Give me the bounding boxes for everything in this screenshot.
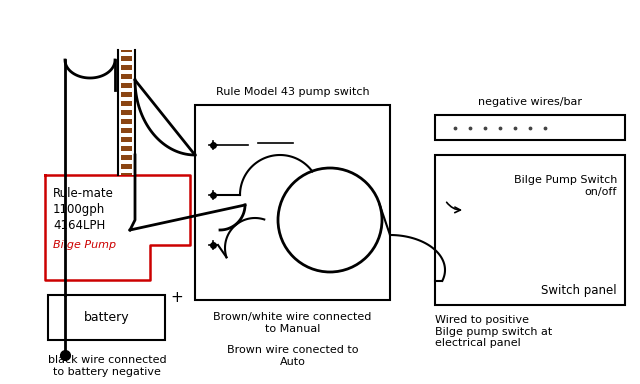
- Text: +: +: [170, 290, 183, 305]
- Bar: [121, 133, 132, 137]
- Text: Brown/white wire connected
to Manual: Brown/white wire connected to Manual: [213, 312, 372, 334]
- Text: black wire connected
to battery negative: black wire connected to battery negative: [48, 355, 166, 377]
- Bar: [121, 50, 132, 175]
- Bar: [121, 160, 132, 164]
- Text: 1100gph: 1100gph: [53, 203, 105, 216]
- Text: Brown wire conected to
Auto: Brown wire conected to Auto: [227, 345, 358, 367]
- Bar: [121, 124, 132, 128]
- Bar: [121, 52, 132, 56]
- Text: Rule-mate: Rule-mate: [53, 187, 114, 200]
- Bar: [121, 61, 132, 65]
- Bar: [121, 79, 132, 83]
- Text: Wired to positive
Bilge pump switch at
electrical panel: Wired to positive Bilge pump switch at e…: [435, 315, 552, 348]
- Text: Switch panel: Switch panel: [541, 284, 617, 297]
- Bar: [121, 142, 132, 146]
- Bar: [121, 151, 132, 155]
- Bar: [48, 295, 165, 340]
- Text: Bilge Pump Switch
on/off: Bilge Pump Switch on/off: [514, 175, 617, 197]
- Text: negative wires/bar: negative wires/bar: [478, 97, 582, 107]
- Bar: [121, 70, 132, 74]
- Bar: [435, 115, 625, 140]
- Bar: [121, 169, 132, 173]
- Bar: [121, 88, 132, 92]
- Bar: [435, 155, 625, 305]
- Bar: [121, 106, 132, 110]
- Bar: [121, 97, 132, 101]
- Bar: [121, 115, 132, 119]
- Text: Rule Model 43 pump switch: Rule Model 43 pump switch: [216, 87, 369, 97]
- Bar: [195, 105, 390, 300]
- Bar: [118, 50, 135, 175]
- Text: battery: battery: [84, 311, 129, 324]
- Text: 4164LPH: 4164LPH: [53, 219, 105, 232]
- Text: Bilge Pump: Bilge Pump: [53, 240, 116, 250]
